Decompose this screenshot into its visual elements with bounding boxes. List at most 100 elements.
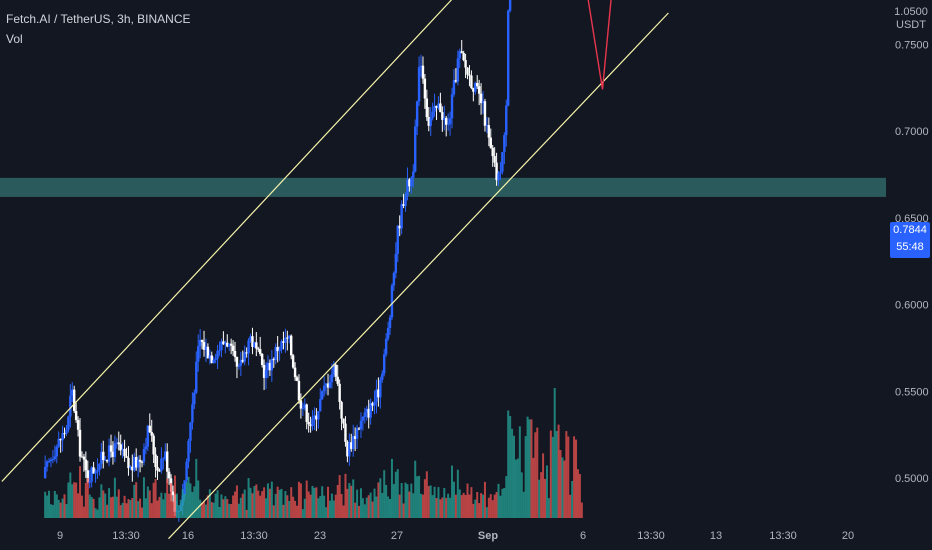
candle-body[interactable] — [142, 449, 146, 462]
candle-body[interactable] — [369, 403, 372, 418]
candle-body[interactable] — [319, 399, 322, 412]
candle-body[interactable] — [202, 342, 206, 350]
candle-body[interactable] — [303, 404, 306, 408]
candle-body[interactable] — [338, 383, 341, 402]
candle-body[interactable] — [49, 459, 53, 461]
candle-body[interactable] — [226, 342, 229, 347]
candle-body[interactable] — [410, 177, 413, 187]
candle-body[interactable] — [394, 253, 398, 273]
candle-body[interactable] — [55, 446, 58, 457]
candle-body[interactable] — [309, 424, 312, 427]
candle-body[interactable] — [231, 345, 235, 351]
candle-body[interactable] — [127, 457, 130, 469]
candle-body[interactable] — [414, 126, 417, 172]
candle-body[interactable] — [131, 466, 134, 471]
candle-body[interactable] — [348, 442, 351, 457]
candle-body[interactable] — [47, 460, 51, 462]
candle-body[interactable] — [65, 429, 68, 434]
candle-body[interactable] — [167, 471, 171, 479]
candle-body[interactable] — [441, 112, 444, 120]
candle-body[interactable] — [476, 82, 479, 87]
candle-body[interactable] — [472, 87, 475, 92]
candle-body[interactable] — [71, 389, 74, 396]
candle-body[interactable] — [483, 101, 487, 126]
candle-body[interactable] — [278, 349, 281, 352]
candle-body[interactable] — [53, 456, 57, 460]
candle-body[interactable] — [383, 354, 386, 374]
candle-body[interactable] — [499, 171, 502, 174]
candle-body[interactable] — [336, 376, 339, 384]
channel-lower-line[interactable] — [168, 12, 669, 540]
candle-body[interactable] — [73, 389, 76, 411]
candle-body[interactable] — [148, 425, 151, 433]
candle-body[interactable] — [445, 117, 448, 125]
candle-body[interactable] — [400, 204, 403, 229]
candle-body[interactable] — [448, 118, 452, 124]
candle-body[interactable] — [133, 457, 136, 471]
candle-body[interactable] — [164, 451, 167, 459]
candle-body[interactable] — [398, 225, 401, 229]
candle-body[interactable] — [404, 195, 407, 206]
candle-body[interactable] — [297, 380, 301, 401]
candle-body[interactable] — [454, 80, 458, 82]
candle-body[interactable] — [274, 346, 277, 361]
candle-body[interactable] — [290, 335, 293, 356]
candle-body[interactable] — [251, 336, 254, 347]
candle-body[interactable] — [355, 428, 359, 439]
candle-body[interactable] — [342, 418, 345, 424]
candle-body[interactable] — [421, 65, 425, 79]
candle-body[interactable] — [115, 442, 119, 444]
candle-body[interactable] — [156, 467, 159, 471]
candle-body[interactable] — [90, 467, 93, 482]
candle-body[interactable] — [435, 105, 438, 109]
candle-body[interactable] — [154, 454, 157, 468]
candle-body[interactable] — [212, 359, 215, 364]
candle-body[interactable] — [119, 444, 122, 451]
candle-body[interactable] — [353, 436, 357, 439]
candle-body[interactable] — [501, 152, 504, 172]
candle-body[interactable] — [408, 179, 411, 187]
candle-body[interactable] — [241, 359, 244, 362]
last-price-label[interactable]: 0.7844 55:48 — [890, 222, 930, 258]
candle-body[interactable] — [218, 350, 221, 352]
candle-body[interactable] — [433, 105, 436, 112]
candle-body[interactable] — [470, 75, 473, 88]
candle-body[interactable] — [379, 379, 382, 398]
candle-body[interactable] — [505, 105, 508, 136]
candle-body[interactable] — [82, 456, 86, 460]
candle-body[interactable] — [487, 125, 491, 138]
candle-body[interactable] — [330, 374, 334, 383]
candle-body[interactable] — [321, 391, 324, 400]
candle-body[interactable] — [392, 272, 396, 286]
candle-body[interactable] — [197, 346, 200, 362]
candle-body[interactable] — [427, 117, 430, 126]
candle-body[interactable] — [415, 101, 419, 127]
candle-body[interactable] — [439, 103, 442, 113]
candle-body[interactable] — [361, 416, 365, 421]
candle-body[interactable] — [307, 421, 310, 425]
candle-body[interactable] — [80, 456, 84, 458]
candle-body[interactable] — [479, 93, 483, 104]
candle-body[interactable] — [206, 346, 210, 359]
candle-body[interactable] — [270, 358, 274, 371]
candle-body[interactable] — [295, 377, 299, 381]
candle-body[interactable] — [272, 358, 275, 361]
candle-body[interactable] — [466, 67, 469, 75]
candle-body[interactable] — [94, 471, 97, 474]
candle-body[interactable] — [107, 445, 111, 462]
candle-body[interactable] — [233, 350, 237, 357]
candle-body[interactable] — [371, 403, 374, 406]
candle-body[interactable] — [74, 410, 78, 421]
candle-body[interactable] — [262, 364, 266, 378]
candle-body[interactable] — [315, 415, 318, 420]
candle-body[interactable] — [189, 422, 192, 441]
candle-body[interactable] — [450, 94, 454, 119]
candle-body[interactable] — [109, 445, 113, 452]
candle-body[interactable] — [301, 407, 305, 409]
candle-body[interactable] — [185, 461, 188, 481]
candle-body[interactable] — [477, 86, 481, 94]
candle-body[interactable] — [105, 459, 109, 462]
candle-body[interactable] — [63, 433, 66, 435]
candle-body[interactable] — [268, 362, 272, 371]
